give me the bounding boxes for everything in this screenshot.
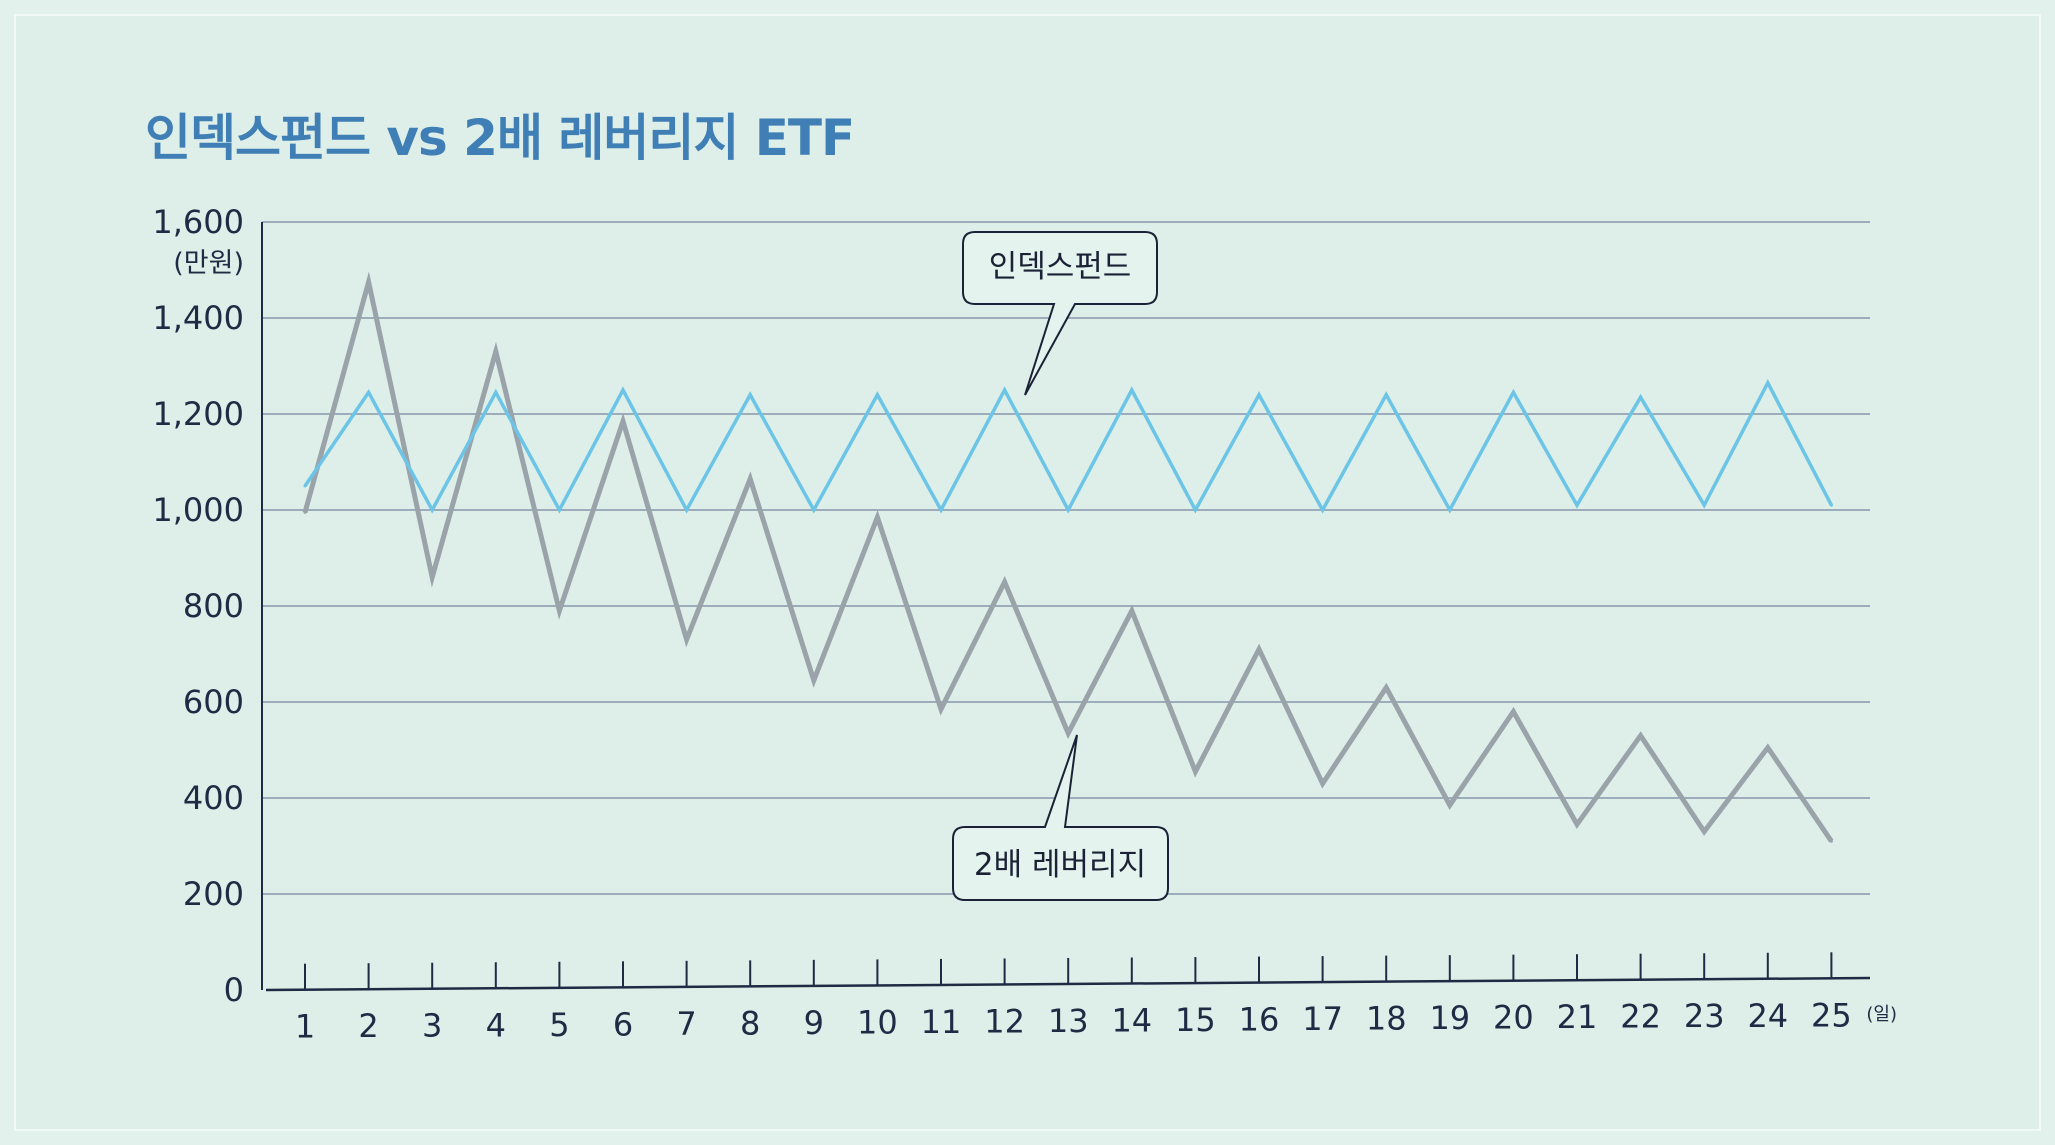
- data-point-leverage: [621, 419, 625, 423]
- data-point-index-fund: [557, 508, 561, 512]
- data-point-index-fund: [1511, 390, 1515, 394]
- data-point-leverage: [557, 609, 561, 613]
- x-tick-label: 8: [740, 1004, 760, 1042]
- x-tick-label: 17: [1302, 1000, 1343, 1038]
- data-point-index-fund: [621, 388, 625, 392]
- x-axis-unit-label: (일): [1866, 1004, 1897, 1025]
- x-tick-label: 10: [857, 1003, 898, 1041]
- series-lines: [302, 271, 1834, 843]
- data-point-index-fund: [1193, 508, 1197, 512]
- data-point-index-fund: [1448, 508, 1452, 512]
- data-point-index-fund: [1321, 508, 1325, 512]
- x-tick-label: 9: [804, 1004, 824, 1042]
- data-point-index-fund: [1384, 393, 1388, 397]
- data-point-index-fund: [1066, 508, 1070, 512]
- data-point-leverage: [1193, 770, 1197, 774]
- data-point-index-fund: [875, 393, 879, 397]
- x-tick-label: 20: [1493, 999, 1534, 1037]
- y-tick-label: 1,200: [152, 395, 244, 433]
- data-point-index-fund: [812, 508, 816, 512]
- callouts: 인덱스펀드 2배 레버리지: [952, 231, 1169, 901]
- data-point-leverage: [1003, 580, 1007, 584]
- data-point-leverage: [748, 477, 752, 481]
- data-point-leverage: [1448, 803, 1452, 807]
- data-point-index-fund: [430, 508, 434, 512]
- x-tick-label: 18: [1366, 1000, 1407, 1038]
- data-point-leverage: [1829, 839, 1833, 843]
- data-point-leverage: [685, 638, 689, 642]
- y-axis-unit-label: (만원): [173, 248, 244, 279]
- data-point-leverage: [1321, 782, 1325, 786]
- x-tick-label: 25: [1811, 996, 1852, 1034]
- data-point-index-fund: [1639, 395, 1643, 399]
- callout-index-fund: 인덱스펀드: [962, 231, 1158, 396]
- data-point-index-fund: [1766, 381, 1770, 385]
- callout-leverage: 2배 레버리지: [952, 734, 1169, 901]
- data-point-index-fund: [367, 390, 371, 394]
- y-tick-label: 600: [183, 683, 244, 721]
- data-point-index-fund: [939, 508, 943, 512]
- data-point-index-fund: [494, 390, 498, 394]
- data-point-leverage: [1511, 710, 1515, 714]
- y-tick-label: 800: [183, 587, 244, 625]
- data-point-leverage: [875, 515, 879, 519]
- y-tick-label: 400: [183, 779, 244, 817]
- x-tick-label: 3: [422, 1007, 442, 1045]
- data-point-leverage: [494, 350, 498, 354]
- x-tick-label: 14: [1111, 1002, 1152, 1040]
- x-tick-label: 24: [1747, 997, 1788, 1035]
- x-tick-label: 22: [1620, 998, 1661, 1036]
- x-tick-label: 7: [676, 1005, 696, 1043]
- data-point-index-fund: [685, 508, 689, 512]
- x-tick-label: 15: [1175, 1001, 1216, 1039]
- y-tick-label: 1,600: [152, 203, 244, 241]
- data-point-leverage: [430, 575, 434, 579]
- data-point-leverage: [1384, 686, 1388, 690]
- x-tick-label: 13: [1048, 1002, 1089, 1040]
- x-tick-label: 12: [984, 1002, 1025, 1040]
- data-point-leverage: [367, 280, 371, 284]
- data-point-index-fund: [303, 484, 307, 488]
- data-point-leverage: [1575, 822, 1579, 826]
- callout-label-index-fund: 인덱스펀드: [989, 249, 1132, 285]
- y-tick-label: 1,400: [152, 299, 244, 337]
- data-point-index-fund: [1829, 503, 1833, 507]
- y-tick-label: 1,000: [152, 491, 244, 529]
- x-tick-label: 1: [295, 1008, 315, 1046]
- y-tick-label: 0: [224, 971, 244, 1009]
- x-tick-label: 16: [1239, 1001, 1280, 1039]
- y-tick-label: 200: [183, 875, 244, 913]
- chart-title: 인덱스펀드 vs 2배 레버리지 ETF: [145, 109, 855, 167]
- callout-label-leverage: 2배 레버리지: [974, 847, 1146, 883]
- x-tick-label: 2: [358, 1007, 378, 1045]
- data-point-leverage: [1130, 609, 1134, 613]
- data-point-leverage: [1066, 731, 1070, 735]
- data-point-index-fund: [1130, 388, 1134, 392]
- data-point-index-fund: [1702, 503, 1706, 507]
- data-point-index-fund: [748, 393, 752, 397]
- x-tick-label: 19: [1429, 999, 1470, 1037]
- data-point-leverage: [303, 510, 307, 514]
- data-point-leverage: [1702, 830, 1706, 834]
- x-axis: [265, 976, 1871, 992]
- data-point-leverage: [1639, 734, 1643, 738]
- data-point-index-fund: [1257, 393, 1261, 397]
- x-tick-label: 6: [613, 1005, 633, 1043]
- x-tick-label: 21: [1557, 998, 1598, 1036]
- x-tick-label: 4: [486, 1006, 506, 1044]
- data-point-index-fund: [1575, 503, 1579, 507]
- series-line-index-fund: [303, 379, 1833, 514]
- data-point-leverage: [1257, 647, 1261, 651]
- data-point-index-fund: [1003, 388, 1007, 392]
- chart-frame: [14, 14, 2041, 1131]
- data-point-leverage: [1766, 746, 1770, 750]
- data-point-leverage: [939, 707, 943, 711]
- x-tick-label: 23: [1684, 997, 1725, 1035]
- data-point-leverage: [812, 678, 816, 682]
- x-tick-label: 11: [921, 1003, 962, 1041]
- x-tick-label: 5: [549, 1006, 569, 1044]
